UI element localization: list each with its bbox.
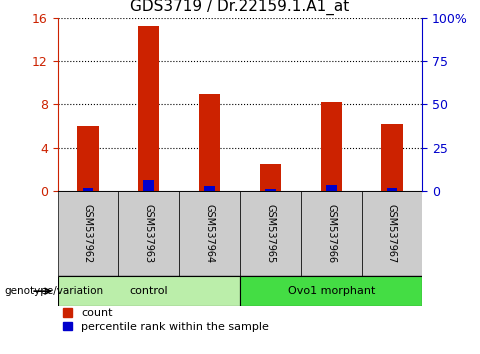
Bar xyxy=(321,102,342,191)
Bar xyxy=(326,185,336,191)
Bar xyxy=(204,186,215,191)
Title: GDS3719 / Dr.22159.1.A1_at: GDS3719 / Dr.22159.1.A1_at xyxy=(131,0,349,15)
Text: genotype/variation: genotype/variation xyxy=(5,286,104,296)
Text: GSM537964: GSM537964 xyxy=(204,204,215,263)
Bar xyxy=(265,189,276,191)
Bar xyxy=(58,191,119,276)
Bar xyxy=(58,276,240,306)
Bar xyxy=(240,276,422,306)
Bar xyxy=(386,188,397,191)
Bar xyxy=(179,191,240,276)
Legend: count, percentile rank within the sample: count, percentile rank within the sample xyxy=(63,308,269,332)
Bar xyxy=(260,164,281,191)
Text: GSM537962: GSM537962 xyxy=(83,204,93,263)
Bar xyxy=(301,191,361,276)
Text: control: control xyxy=(130,286,168,296)
Bar xyxy=(144,180,154,191)
Text: GSM537963: GSM537963 xyxy=(144,204,154,263)
Bar xyxy=(77,126,98,191)
Bar xyxy=(240,191,301,276)
Bar xyxy=(381,124,403,191)
Bar xyxy=(361,191,422,276)
Bar xyxy=(119,191,179,276)
Text: Ovo1 morphant: Ovo1 morphant xyxy=(288,286,375,296)
Text: GSM537967: GSM537967 xyxy=(387,204,397,263)
Text: GSM537965: GSM537965 xyxy=(265,204,276,263)
Bar xyxy=(199,93,220,191)
Text: GSM537966: GSM537966 xyxy=(326,204,336,263)
Bar xyxy=(83,188,94,191)
Bar xyxy=(138,27,159,191)
